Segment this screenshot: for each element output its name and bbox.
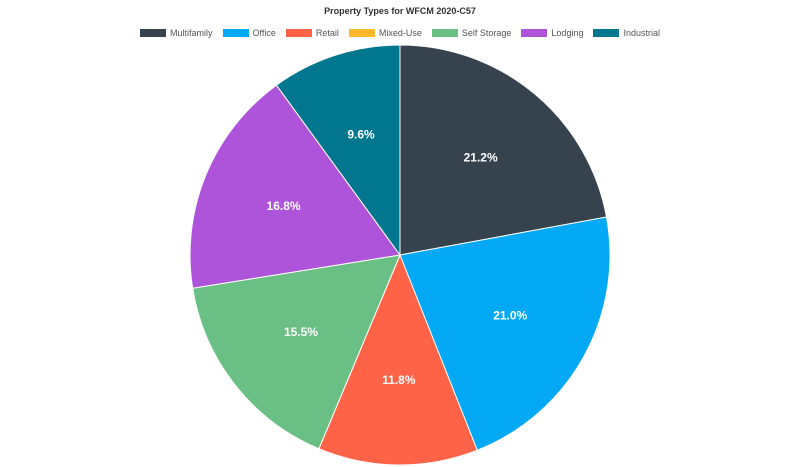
legend-item-mixed-use[interactable]: Mixed-Use [348,28,422,38]
legend-item-retail[interactable]: Retail [285,28,339,38]
legend-label: Industrial [623,28,660,38]
pie-slice-lodging[interactable] [189,84,401,289]
legend-swatch [222,29,249,37]
pie-slice-self-storage[interactable] [192,254,401,450]
legend-label: Mixed-Use [378,28,422,38]
slice-label-lodging: 16.8% [267,199,301,213]
slice-label-office: 21.0% [493,308,527,322]
legend-swatch [140,29,166,37]
legend-swatch [431,29,458,37]
pie-slice-industrial[interactable] [275,44,401,257]
pie-slice-office[interactable] [399,216,611,451]
legend-item-lodging[interactable]: Lodging [521,28,583,38]
pie-slice-retail[interactable] [318,253,478,466]
legend-item-self-storage[interactable]: Self Storage [431,28,512,38]
legend-swatch [285,29,312,37]
slice-label-retail: 11.8% [382,373,416,387]
legend-label: Retail [315,28,339,38]
legend-label: Self Storage [461,28,512,38]
legend-item-multifamily[interactable]: Multifamily [140,28,213,38]
pie-slice-multifamily[interactable] [399,44,608,256]
legend-swatch [348,29,375,37]
legend-label: Lodging [551,28,584,38]
legend-item-office[interactable]: Office [222,28,276,38]
chart-title: Property Types for WFCM 2020-C57 [324,6,476,16]
legend: Multifamily Office Retail Mixed-Use Self… [0,28,800,38]
legend-label: Multifamily [170,28,213,38]
legend-swatch [593,29,620,37]
slice-label-industrial: 9.6% [347,127,375,141]
legend-item-industrial[interactable]: Industrial [593,28,660,38]
slice-label-self-storage: 15.5% [284,325,318,339]
legend-label: Office [252,28,276,38]
slice-label-multifamily: 21.2% [464,150,498,164]
legend-swatch [521,29,548,37]
